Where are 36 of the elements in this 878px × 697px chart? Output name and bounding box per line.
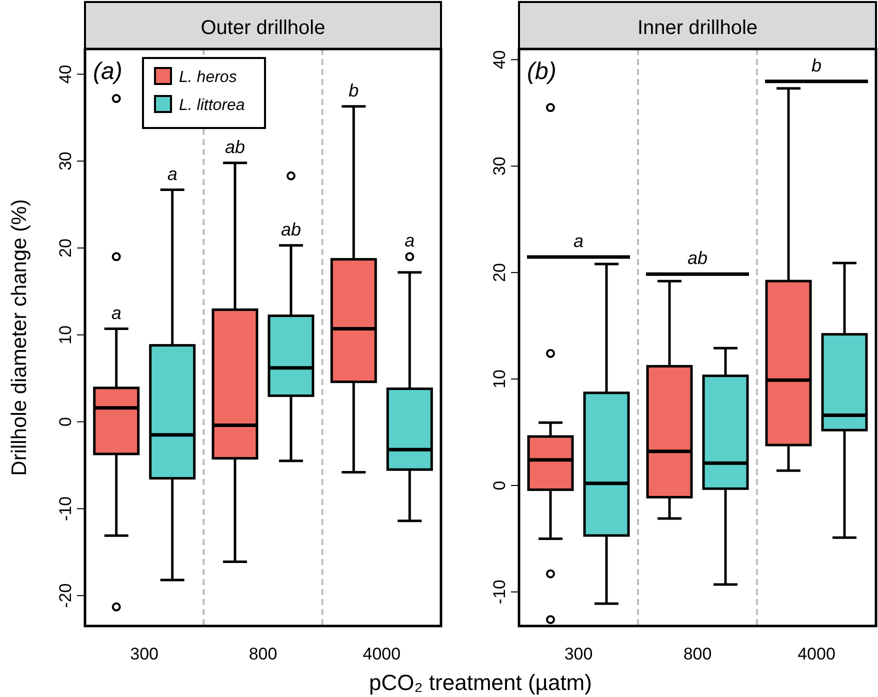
- y-tick-label: 0: [490, 480, 509, 490]
- x-tick-label: 300: [564, 644, 593, 664]
- y-tick-label: 20: [490, 263, 509, 282]
- text: a: [167, 164, 178, 184]
- y-tick-label: -20: [56, 583, 75, 608]
- y-tick-label: -10: [56, 496, 75, 521]
- y-tick-label: 30: [56, 152, 75, 171]
- x-tick-label: 4000: [798, 644, 836, 664]
- y-tick-label: 40: [56, 64, 75, 84]
- y-tick-label: 10: [490, 370, 509, 388]
- annotation: (b): [527, 58, 556, 85]
- text: a: [111, 302, 122, 323]
- y-tick-label: -10: [490, 580, 509, 604]
- chart-title: Inner drillhole: [637, 17, 758, 39]
- text: ab: [224, 136, 246, 157]
- y-tick-label: 20: [56, 238, 75, 258]
- x-tick-label: 300: [130, 644, 159, 664]
- x-axis-title: pCO₂ treatment (µatm): [369, 670, 592, 695]
- x-tick-label: 800: [683, 644, 712, 664]
- chart-title: Outer drillhole: [200, 17, 326, 39]
- y-axis-title: Drillhole diameter change (%): [8, 199, 31, 476]
- legend-label: L. littorea: [179, 97, 245, 114]
- text: ab: [280, 219, 302, 240]
- annotation: b: [811, 55, 822, 76]
- text: a: [404, 230, 415, 251]
- y-tick-label: 30: [490, 156, 509, 176]
- annotation: (a): [93, 58, 122, 85]
- text: b: [348, 80, 359, 100]
- annotation: ab: [687, 248, 708, 268]
- y-tick-label: 0: [56, 417, 75, 427]
- x-tick-label: 4000: [362, 644, 401, 664]
- y-tick-label: 40: [490, 50, 509, 70]
- y-tick-label: 10: [56, 325, 75, 344]
- annotation: a: [573, 231, 584, 252]
- x-tick-label: 800: [248, 644, 278, 664]
- legend-label: L. heros: [179, 69, 237, 86]
